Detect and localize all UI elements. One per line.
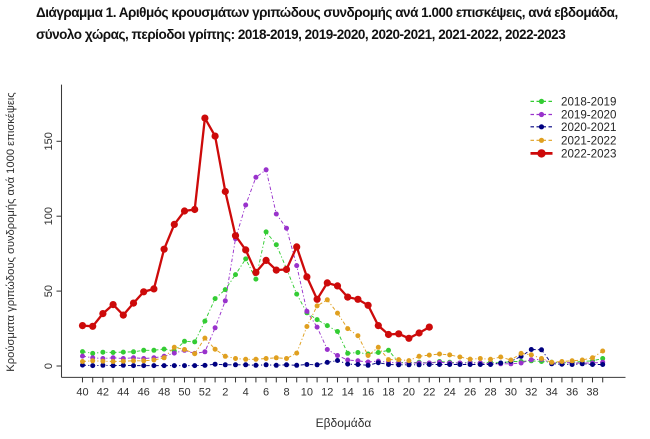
svg-text:22: 22 xyxy=(423,386,435,398)
svg-text:50: 50 xyxy=(178,386,190,398)
svg-text:12: 12 xyxy=(321,386,333,398)
svg-text:6: 6 xyxy=(263,386,269,398)
svg-text:24: 24 xyxy=(444,386,456,398)
svg-text:46: 46 xyxy=(138,386,150,398)
svg-text:38: 38 xyxy=(586,386,598,398)
svg-text:52: 52 xyxy=(199,386,211,398)
svg-text:32: 32 xyxy=(525,386,537,398)
svg-text:2020-2021: 2020-2021 xyxy=(561,121,616,134)
svg-text:2018-2019: 2018-2019 xyxy=(561,95,616,108)
svg-text:44: 44 xyxy=(117,386,129,398)
svg-text:Κρούσματα γριπώδους συνδρομής: Κρούσματα γριπώδους συνδρομής ανά 1000 ε… xyxy=(5,92,17,372)
svg-text:20: 20 xyxy=(403,386,415,398)
svg-text:48: 48 xyxy=(158,386,170,398)
svg-text:50: 50 xyxy=(43,285,55,297)
svg-text:2: 2 xyxy=(222,386,228,398)
svg-text:18: 18 xyxy=(382,386,394,398)
svg-text:150: 150 xyxy=(43,132,55,150)
svg-text:16: 16 xyxy=(362,386,374,398)
svg-text:8: 8 xyxy=(283,386,289,398)
svg-text:14: 14 xyxy=(342,386,354,398)
svg-text:10: 10 xyxy=(301,386,313,398)
svg-text:34: 34 xyxy=(546,386,558,398)
svg-text:Εβδομάδα: Εβδομάδα xyxy=(316,416,372,430)
svg-text:100: 100 xyxy=(43,207,55,225)
svg-text:42: 42 xyxy=(97,386,109,398)
svg-text:36: 36 xyxy=(566,386,578,398)
svg-text:2019-2020: 2019-2020 xyxy=(561,109,616,122)
svg-text:30: 30 xyxy=(505,386,517,398)
svg-text:2021-2022: 2021-2022 xyxy=(561,134,616,147)
svg-text:0: 0 xyxy=(43,363,55,369)
svg-text:26: 26 xyxy=(464,386,476,398)
svg-text:40: 40 xyxy=(76,386,88,398)
svg-text:4: 4 xyxy=(243,386,249,398)
svg-text:28: 28 xyxy=(484,386,496,398)
svg-text:2022-2023: 2022-2023 xyxy=(561,147,616,160)
